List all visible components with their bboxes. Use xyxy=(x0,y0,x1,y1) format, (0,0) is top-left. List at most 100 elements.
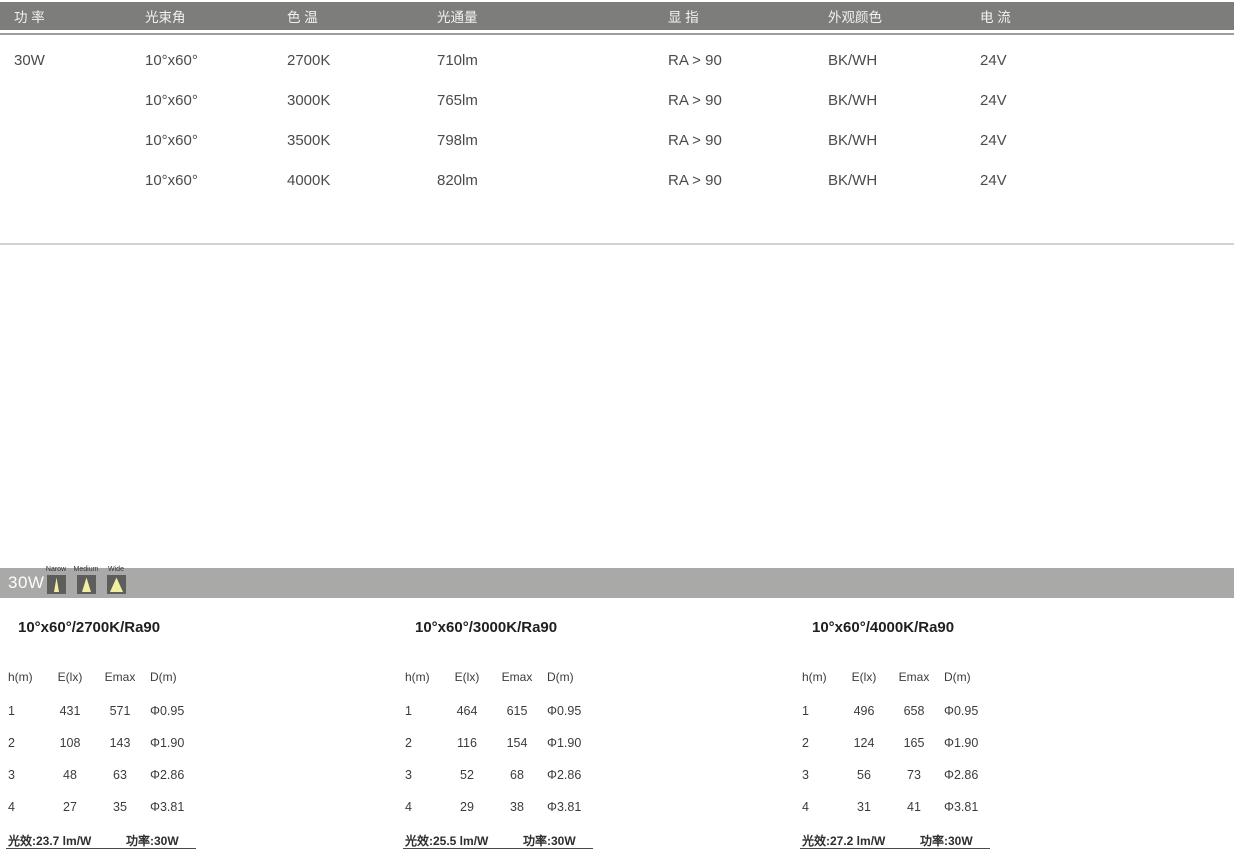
pt-cell: 143 xyxy=(109,736,131,750)
pt-cell: 154 xyxy=(506,736,528,750)
pt-cell: Φ1.90 xyxy=(150,736,185,750)
col-emax: Emax xyxy=(501,670,533,684)
photometric-row: 3 52 68 Φ2.86 xyxy=(405,768,603,782)
pt-cell: 31 xyxy=(857,800,871,814)
pt-cell: 2 xyxy=(405,736,412,750)
spec-cell: BK/WH xyxy=(828,171,878,189)
pt-cell: 1 xyxy=(405,704,412,718)
photometric-row: 1 431 571 Φ0.95 xyxy=(8,704,206,718)
photometric-row: 3 48 63 Φ2.86 xyxy=(8,768,206,782)
beam-icon-set: Narow Medium Wide xyxy=(46,566,126,594)
photometric-row: 2 124 165 Φ1.90 xyxy=(802,736,1000,750)
photometric-row: 2 108 143 Φ1.90 xyxy=(8,736,206,750)
photometric-footer: 光效:23.7 lm/W 功率:30W xyxy=(8,832,206,849)
col-h: h(m) xyxy=(8,670,33,684)
photometric-table-title: 10°x60°/2700K/Ra90 xyxy=(18,619,161,636)
pt-cell: 108 xyxy=(59,736,81,750)
spec-cell: 10°x60° xyxy=(145,171,198,189)
photometric-table-columns: h(m) E(lx) Emax D(m) xyxy=(8,670,206,684)
spec-header-cri: 显 指 xyxy=(668,10,699,25)
spec-cell: BK/WH xyxy=(828,131,878,149)
spec-table-body: 30W 10°x60° 2700K 710lm RA > 90 BK/WH 24… xyxy=(0,40,1234,200)
spec-cell: 24V xyxy=(980,131,1007,149)
photometric-table-4000k: 10°x60°/4000K/Ra90 h(m) E(lx) Emax D(m) … xyxy=(800,612,1012,858)
spec-header-underline xyxy=(0,33,1234,35)
spec-cell: 3500K xyxy=(287,131,331,149)
pt-cell: 38 xyxy=(510,800,524,814)
photometric-row: 3 56 73 Φ2.86 xyxy=(802,768,1000,782)
pt-cell: 3 xyxy=(405,768,412,782)
pt-cell: 1 xyxy=(8,704,15,718)
spec-header-current: 电 流 xyxy=(980,10,1011,25)
spec-header-cct: 色 温 xyxy=(287,10,318,25)
spec-cell: RA > 90 xyxy=(668,131,722,149)
col-e: E(lx) xyxy=(57,670,83,684)
narrow-beam-icon xyxy=(46,575,66,594)
medium-beam-icon xyxy=(76,575,96,594)
footer-rule xyxy=(800,848,990,849)
spec-table-row: 10°x60° 3500K 798lm RA > 90 BK/WH 24V xyxy=(0,120,1234,160)
pt-cell: Φ0.95 xyxy=(547,704,582,718)
col-emax: Emax xyxy=(104,670,136,684)
photometric-footer: 光效:25.5 lm/W 功率:30W xyxy=(405,832,603,849)
band-power-label: 30W xyxy=(8,573,45,592)
efficacy-value: 光效:27.2 lm/W xyxy=(802,834,886,848)
pt-cell: 615 xyxy=(506,704,528,718)
photometric-row: 2 116 154 Φ1.90 xyxy=(405,736,603,750)
spec-cell: 765lm xyxy=(437,91,478,109)
pt-cell: 68 xyxy=(510,768,524,782)
pt-cell: 56 xyxy=(857,768,871,782)
photometric-row: 4 27 35 Φ3.81 xyxy=(8,800,206,814)
pt-cell: Φ1.90 xyxy=(547,736,582,750)
beam-option-narrow: Narow xyxy=(46,566,66,594)
photometric-row: 1 464 615 Φ0.95 xyxy=(405,704,603,718)
pt-cell: Φ2.86 xyxy=(944,768,979,782)
power-band: 30W Narow Medium Wide xyxy=(0,566,1234,598)
section-divider xyxy=(0,243,1234,245)
pt-cell: 571 xyxy=(109,704,131,718)
pt-cell: 41 xyxy=(907,800,921,814)
beam-option-medium: Medium xyxy=(73,566,99,594)
pt-cell: 165 xyxy=(903,736,925,750)
photometric-row: 4 29 38 Φ3.81 xyxy=(405,800,603,814)
col-e: E(lx) xyxy=(454,670,480,684)
pt-cell: 4 xyxy=(8,800,15,814)
photometric-table-3000k: 10°x60°/3000K/Ra90 h(m) E(lx) Emax D(m) … xyxy=(403,612,615,858)
spec-header-flux: 光通量 xyxy=(437,10,478,25)
photometric-row: 1 496 658 Φ0.95 xyxy=(802,704,1000,718)
power-value: 功率:30W xyxy=(126,834,179,848)
spec-table-row: 10°x60° 3000K 765lm RA > 90 BK/WH 24V xyxy=(0,80,1234,120)
spec-cell: 10°x60° xyxy=(145,131,198,149)
footer-rule xyxy=(403,848,593,849)
col-d: D(m) xyxy=(150,670,177,684)
beam-option-wide: Wide xyxy=(106,566,126,594)
col-h: h(m) xyxy=(802,670,827,684)
col-d: D(m) xyxy=(944,670,971,684)
photometric-table-title: 10°x60°/4000K/Ra90 xyxy=(812,619,955,636)
spec-cell: 3000K xyxy=(287,91,331,109)
medium-beam-label: Medium xyxy=(73,566,99,573)
spec-cell: 820lm xyxy=(437,171,478,189)
spec-cell: BK/WH xyxy=(828,91,878,109)
pt-cell: 658 xyxy=(903,704,925,718)
pt-cell: 2 xyxy=(802,736,809,750)
spec-cell: 24V xyxy=(980,51,1007,69)
pt-cell: Φ3.81 xyxy=(944,800,979,814)
spec-header-finish: 外观颜色 xyxy=(828,10,882,25)
spec-header-power: 功 率 xyxy=(14,10,45,25)
photometric-table-2700k: 10°x60°/2700K/Ra90 h(m) E(lx) Emax D(m) … xyxy=(6,612,218,858)
spec-cell: 24V xyxy=(980,91,1007,109)
pt-cell: Φ3.81 xyxy=(150,800,185,814)
pt-cell: 116 xyxy=(457,736,477,750)
spec-cell: 798lm xyxy=(437,131,478,149)
pt-cell: 29 xyxy=(460,800,474,814)
spec-cell: 30W xyxy=(14,51,45,69)
pt-cell: 3 xyxy=(802,768,809,782)
col-d: D(m) xyxy=(547,670,574,684)
pt-cell: 124 xyxy=(853,736,875,750)
power-value: 功率:30W xyxy=(920,834,973,848)
spec-cell: 710lm xyxy=(437,51,478,69)
photometric-table-title: 10°x60°/3000K/Ra90 xyxy=(415,619,558,636)
pt-cell: 4 xyxy=(802,800,809,814)
footer-rule xyxy=(6,848,196,849)
